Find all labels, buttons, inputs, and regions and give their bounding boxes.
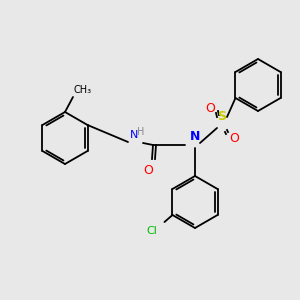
Text: N: N <box>130 130 138 140</box>
Text: N: N <box>190 130 200 143</box>
Text: H: H <box>137 127 144 137</box>
Text: Cl: Cl <box>147 226 158 236</box>
Text: O: O <box>143 164 153 177</box>
Text: O: O <box>205 103 215 116</box>
Text: O: O <box>229 133 239 146</box>
Text: S: S <box>218 110 226 123</box>
Text: CH₃: CH₃ <box>74 85 92 95</box>
